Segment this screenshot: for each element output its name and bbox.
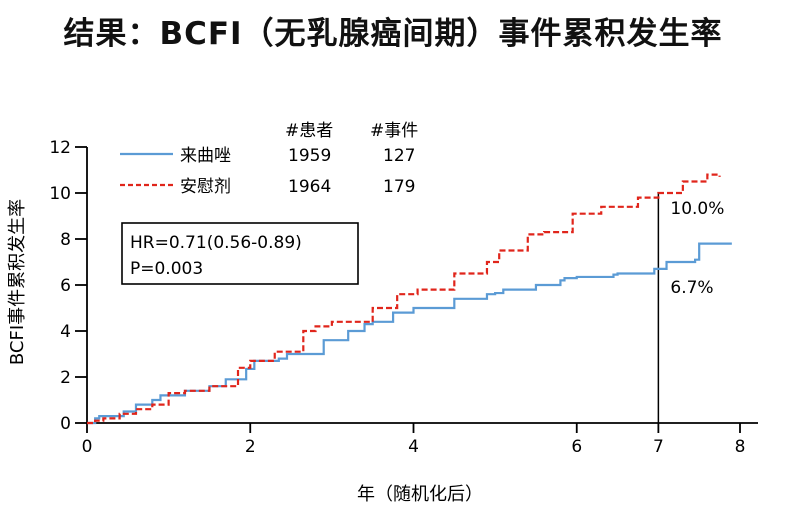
x-tick-label: 2 — [245, 437, 256, 457]
y-tick-label: 8 — [60, 230, 71, 250]
hazard-ratio-text: HR=0.71(0.56-0.89) — [130, 233, 302, 253]
p-value-text: P=0.003 — [130, 259, 203, 279]
y-tick-label: 10 — [49, 184, 71, 204]
legend-label: 来曲唑 — [180, 146, 231, 166]
legend-patients: 1964 — [288, 177, 331, 197]
legend-label: 安慰剂 — [180, 177, 231, 197]
x-tick-label: 8 — [735, 437, 746, 457]
y-tick-label: 4 — [60, 322, 71, 342]
x-tick-label: 6 — [571, 437, 582, 457]
y-axis-label: BCFI事件累积发生率 — [7, 199, 28, 365]
legend-patients: 1959 — [288, 146, 331, 166]
y-tick-label: 0 — [60, 414, 71, 434]
annotation-label: 10.0% — [670, 199, 724, 219]
y-tick-label: 2 — [60, 368, 71, 388]
page-title: 结果：BCFI（无乳腺癌间期）事件累积发生率 — [63, 16, 723, 52]
y-tick-label: 6 — [60, 276, 71, 296]
x-tick-label: 4 — [408, 437, 419, 457]
stats-box — [121, 222, 359, 285]
chart-axes: 0 2 4 6 8 10 12 0 2 4 6 7 8 — [49, 138, 758, 457]
legend-header-patients: #患者 — [285, 121, 333, 141]
annotation-label: 6.7% — [670, 278, 713, 298]
legend-events: 127 — [383, 146, 415, 166]
x-axis-label: 年（随机化后） — [357, 484, 483, 505]
x-tick-label: 7 — [653, 437, 664, 457]
y-tick-label: 12 — [49, 138, 71, 158]
legend-header-events: #事件 — [370, 121, 418, 141]
legend-events: 179 — [383, 177, 415, 197]
series-line — [87, 173, 721, 425]
chart-marks: 10.0% 6.7% — [87, 173, 732, 425]
x-tick-label: 0 — [82, 437, 93, 457]
series-line — [87, 242, 732, 425]
